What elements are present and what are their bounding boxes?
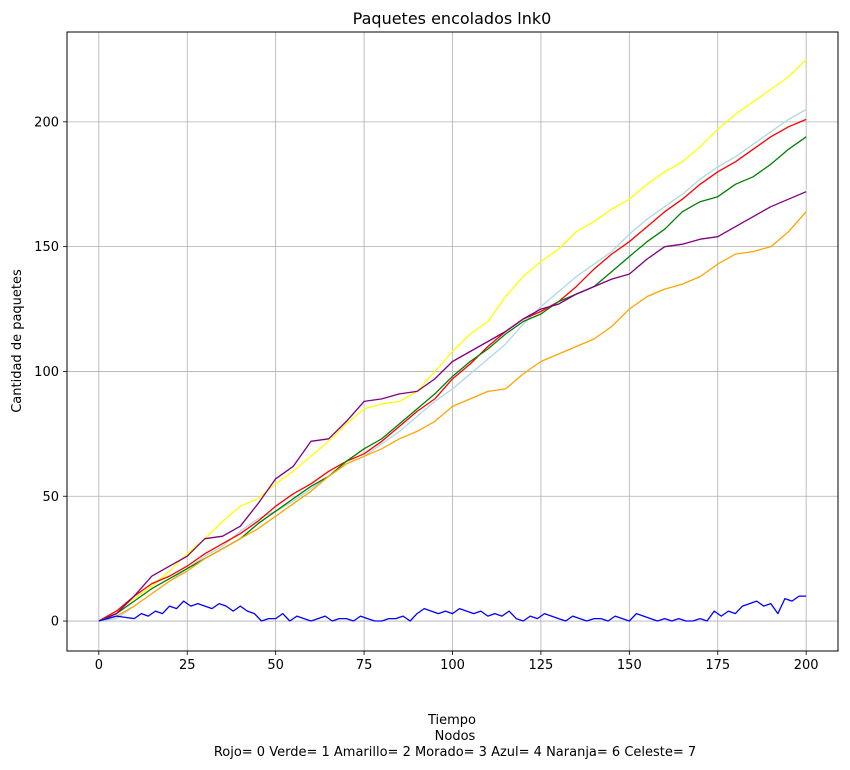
series-line-2 [98, 118, 807, 622]
y-axis-ticks: 0 50 100 150 200 [34, 115, 67, 630]
x-axis-label-line1: Tiempo [427, 713, 476, 728]
x-tick-label: 0 [95, 658, 103, 673]
series-line-1 [98, 108, 807, 622]
series-lines [98, 59, 807, 622]
y-tick-label: 200 [34, 115, 59, 130]
x-tick-label: 200 [794, 658, 819, 673]
x-tick-label: 150 [617, 658, 642, 673]
grid [67, 32, 838, 651]
x-tick-label: 125 [529, 658, 554, 673]
x-axis-label-line2: Nodos [435, 729, 476, 744]
chart-title: Paquetes encolados lnk0 [353, 9, 552, 28]
x-tick-label: 25 [179, 658, 196, 673]
series-line-4 [98, 191, 807, 622]
x-tick-label: 75 [356, 658, 373, 673]
x-axis-label-line3: Rojo= 0 Verde= 1 Amarillo= 2 Morado= 3 A… [214, 745, 696, 760]
y-tick-label: 150 [34, 240, 59, 255]
x-tick-label: 50 [267, 658, 284, 673]
y-tick-label: 50 [42, 490, 59, 505]
y-tick-label: 100 [34, 365, 59, 380]
y-axis-label: Cantidad de paquetes [10, 269, 25, 413]
series-line-5 [98, 211, 807, 622]
series-line-6 [98, 595, 807, 622]
x-tick-label: 175 [705, 658, 730, 673]
x-tick-label: 100 [440, 658, 465, 673]
series-line-0 [98, 59, 807, 622]
x-axis-ticks: 0 25 50 75 100 125 150 175 200 [95, 651, 819, 673]
y-tick-label: 0 [51, 615, 59, 630]
